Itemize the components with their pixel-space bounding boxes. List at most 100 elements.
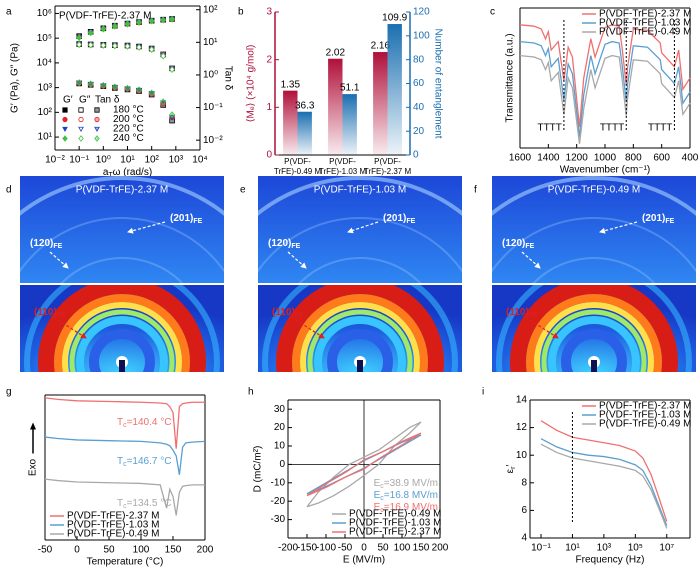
diffraction-ring bbox=[492, 217, 696, 273]
series-line bbox=[540, 420, 668, 522]
peak-label-part: (201) bbox=[170, 213, 193, 224]
y-tick-label: 10⁵ bbox=[37, 33, 52, 44]
data-point bbox=[87, 80, 94, 88]
y-axis-label-part: ′ bbox=[505, 465, 516, 467]
data-point bbox=[76, 41, 83, 49]
peak-label-part: FE bbox=[53, 243, 62, 250]
legend-label: P(VDF-TrFE)-0.49 M bbox=[349, 509, 441, 520]
x-tick-label: 800 bbox=[625, 153, 642, 164]
peak-label-part: FE bbox=[193, 218, 202, 225]
series-line bbox=[519, 40, 691, 137]
annotation-part: T bbox=[117, 498, 123, 509]
image-title: P(VDF-TrFE)-1.03 M bbox=[314, 185, 406, 196]
y-tick-label: 10¹ bbox=[38, 132, 53, 143]
peak-label-part: (110) bbox=[272, 307, 295, 318]
legend-marker bbox=[78, 107, 84, 113]
data-point bbox=[148, 91, 155, 97]
data-point bbox=[160, 52, 167, 60]
x-tick-label-box: P(VDF-TrFE)-1.03 M bbox=[319, 157, 366, 176]
legend-marker bbox=[62, 116, 68, 123]
annotation: TTTT bbox=[537, 123, 561, 134]
x-tick-label: 10² bbox=[144, 155, 159, 166]
y2-tick-label: 10² bbox=[203, 4, 218, 15]
annotation-part: E bbox=[374, 489, 381, 500]
peak-label-part: (110) bbox=[506, 307, 529, 318]
annotation-part: c bbox=[380, 483, 384, 490]
annotation-part: c bbox=[380, 495, 384, 502]
exo-arrow-head bbox=[30, 422, 36, 430]
annotation-part: E bbox=[374, 501, 381, 512]
diffraction-ring bbox=[561, 329, 627, 372]
y-tick-label: 10 bbox=[274, 441, 286, 452]
x-tick-label: 10⁻² bbox=[45, 155, 65, 166]
diffraction-ring bbox=[510, 285, 678, 372]
data-point bbox=[148, 89, 155, 97]
peak-label-part: (201) bbox=[383, 213, 406, 224]
legend-marker bbox=[62, 107, 68, 113]
diffraction-ring bbox=[526, 294, 662, 372]
data-point bbox=[136, 18, 142, 26]
x-axis-label: Frequency (Hz) bbox=[576, 555, 645, 566]
bar bbox=[342, 94, 357, 155]
peak-label-part: FE bbox=[406, 218, 415, 225]
x-tick-label: 10¹ bbox=[120, 155, 135, 166]
x-tick-label: 10⁻¹ bbox=[531, 543, 551, 554]
y-tick-label: 6 bbox=[521, 505, 527, 516]
image-title: P(VDF-TrFE)-0.49 M bbox=[548, 185, 640, 196]
legend-label: P(VDF-TrFE)-1.03 M bbox=[67, 520, 159, 531]
x-tick-label: 1000 bbox=[594, 153, 617, 164]
y-tick-label: 14 bbox=[516, 395, 528, 406]
data-point bbox=[135, 87, 143, 94]
y-tick-label: 2 bbox=[266, 54, 272, 65]
annotation-part: =134.5 °C bbox=[127, 498, 172, 509]
x-axis-label: Wavenumber (cm⁻¹) bbox=[560, 165, 650, 176]
data-point bbox=[136, 43, 142, 51]
annotation: Ec=16.9 MV/m bbox=[374, 501, 438, 513]
diffraction-ring bbox=[20, 217, 224, 273]
legend-marker bbox=[62, 135, 68, 142]
diffraction-ring bbox=[307, 309, 413, 372]
saxs-pattern bbox=[20, 176, 224, 283]
peak-label-part: (120) bbox=[30, 238, 53, 249]
y2-tick-label: 10⁻² bbox=[203, 135, 223, 146]
y-tick-label: 20 bbox=[274, 422, 286, 433]
x-axis-label-part: ω (rad/s) bbox=[113, 167, 152, 178]
legend-label: 240 °C bbox=[113, 133, 144, 144]
image-title: P(VDF-TrFE)-2.37 M bbox=[76, 185, 168, 196]
data-point bbox=[136, 86, 142, 94]
x-tick-label: 100 bbox=[133, 545, 150, 556]
x-tick-label: 10³ bbox=[597, 543, 612, 554]
annotation-part: =38.9 MV/m bbox=[384, 477, 438, 488]
peak-label: (120)FE bbox=[268, 238, 301, 250]
waxs-pattern bbox=[20, 285, 224, 372]
peak-label-part: FE bbox=[291, 243, 300, 250]
x-axis-label-part: T bbox=[108, 172, 113, 179]
x-tick-label: 0 bbox=[74, 545, 80, 556]
panel-letter: i bbox=[482, 387, 484, 398]
legend-label: P(VDF-TrFE)-1.03 M bbox=[599, 410, 691, 421]
data-point bbox=[111, 84, 118, 91]
y-tick-label: 10⁴ bbox=[37, 58, 52, 69]
diffraction-ring bbox=[327, 329, 393, 372]
x-tick-label: 10⁴ bbox=[192, 155, 207, 166]
annotation-part: =16.9 MV/m bbox=[384, 501, 438, 512]
y2-tick-label: 60 bbox=[413, 78, 425, 89]
diffraction-ring bbox=[54, 294, 190, 372]
x-tick-label: P(VDF-TrFE)-0.49 M bbox=[273, 157, 322, 176]
panel-letter: d bbox=[6, 185, 12, 196]
legend-header: G″ bbox=[79, 95, 91, 106]
peak-label: (110)FE bbox=[34, 307, 66, 319]
beam-stop bbox=[357, 360, 363, 372]
legend-marker bbox=[94, 135, 100, 142]
diffraction-ring bbox=[292, 294, 428, 372]
annotation-part: T bbox=[117, 456, 123, 467]
data-point bbox=[169, 66, 176, 74]
chart-title: P(VDF-TrFE)-2.37 M bbox=[59, 11, 151, 22]
data-point bbox=[124, 20, 131, 28]
legend-label: P(VDF-TrFE)-2.37 M bbox=[349, 527, 441, 538]
peak-arrow bbox=[295, 319, 325, 339]
y-tick-label: 1 bbox=[266, 102, 272, 113]
data-point bbox=[100, 41, 107, 49]
peak-arrow bbox=[49, 251, 69, 269]
series-line bbox=[519, 54, 691, 144]
